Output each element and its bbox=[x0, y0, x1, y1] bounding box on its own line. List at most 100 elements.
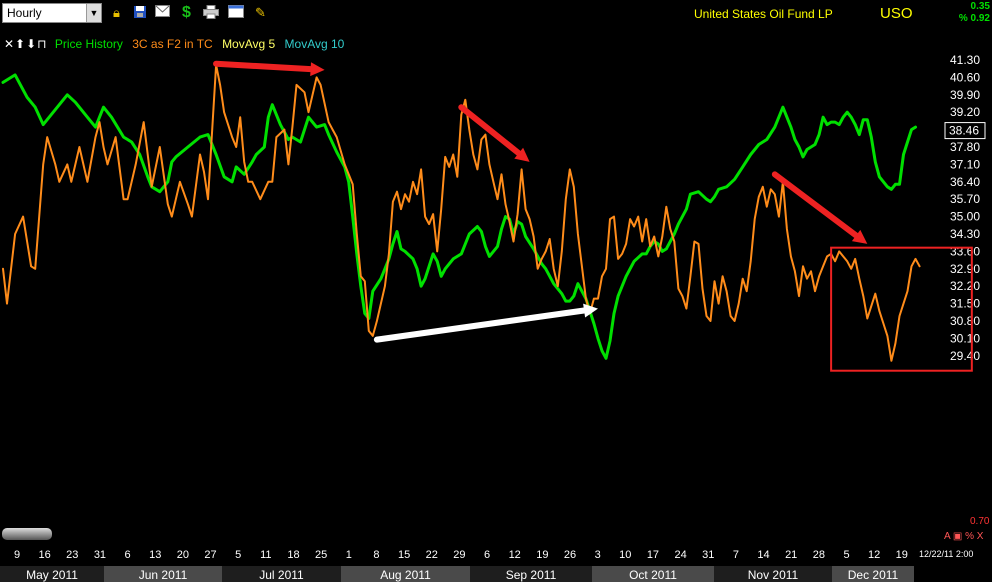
y-tick-label: 35.70 bbox=[950, 192, 980, 206]
x-tick-label: 22 bbox=[426, 549, 438, 561]
corner-control-icons: A ▣ % X bbox=[944, 531, 984, 542]
y-tick-label: 36.40 bbox=[950, 175, 980, 189]
price-history-line bbox=[1, 73, 917, 360]
pencil-icon[interactable]: ✎ bbox=[255, 5, 266, 20]
red-arrow-shaft bbox=[458, 104, 522, 157]
legend-movavg-5[interactable]: MovAvg 5 bbox=[222, 37, 276, 51]
chart-legend: ✕⬆⬇⊓ Price History 3C as F2 in TC MovAvg… bbox=[4, 37, 350, 51]
y-tick-label: 34.30 bbox=[950, 227, 980, 241]
y-tick-label: 31.50 bbox=[950, 297, 980, 311]
x-tick-label: 5 bbox=[843, 549, 849, 561]
x-tick-label: 15 bbox=[398, 549, 410, 561]
month-band bbox=[592, 566, 714, 582]
x-tick-label: 9 bbox=[14, 549, 20, 561]
red-arrow-head bbox=[851, 229, 868, 244]
chart-background bbox=[0, 30, 992, 582]
y-tick-label: 32.20 bbox=[950, 279, 980, 293]
x-tick-label: 12 bbox=[868, 549, 880, 561]
x-tick-label: 6 bbox=[125, 549, 131, 561]
month-band bbox=[222, 566, 341, 582]
white-arrow-head bbox=[583, 303, 598, 318]
dollar-icon[interactable]: $ bbox=[182, 4, 191, 21]
month-label: Sep 2011 bbox=[506, 568, 557, 582]
scroll-handle[interactable] bbox=[2, 528, 52, 540]
symbol-name: United States Oil Fund LP bbox=[694, 7, 833, 21]
red-arrow-shaft bbox=[213, 60, 314, 73]
x-tick-label: 24 bbox=[674, 549, 686, 561]
x-tick-label: 31 bbox=[94, 549, 106, 561]
red-arrow-head bbox=[514, 147, 530, 162]
indicator-3c-line bbox=[2, 64, 921, 362]
month-band bbox=[0, 566, 104, 582]
x-tick-label: 26 bbox=[564, 549, 576, 561]
x-tick-label: 10 bbox=[619, 549, 631, 561]
x-tick-label: 19 bbox=[536, 549, 548, 561]
x-tick-label: 28 bbox=[813, 549, 825, 561]
month-band bbox=[104, 566, 222, 582]
annotations bbox=[213, 60, 973, 372]
y-tick-label: 39.90 bbox=[950, 88, 980, 102]
red-arrow-head bbox=[310, 62, 325, 77]
legend-3c-indicator[interactable]: 3C as F2 in TC bbox=[132, 37, 213, 51]
price-axis: 41.3040.6039.9039.2038.5037.8037.1036.40… bbox=[950, 53, 980, 363]
lock-icon[interactable]: 🔒︎ bbox=[113, 5, 120, 20]
last-price-box bbox=[944, 122, 986, 140]
x-tick-label: 17 bbox=[647, 549, 659, 561]
x-tick-label: 27 bbox=[204, 549, 216, 561]
y-tick-label: 30.80 bbox=[950, 314, 980, 328]
x-tick-label: 11 bbox=[260, 549, 271, 561]
legend-movavg-10[interactable]: MovAvg 10 bbox=[284, 37, 345, 51]
x-tick-label: 18 bbox=[287, 549, 299, 561]
last-price-label: 38.46 bbox=[949, 124, 979, 138]
timestamp-label: 12/22/11 2:00 bbox=[919, 549, 973, 559]
month-band bbox=[832, 566, 914, 582]
x-tick-label: 23 bbox=[66, 549, 78, 561]
x-axis-days: 9 16 23 31 6 13 20 27 5 11 18 25 1 8 15 22 29 6 12 19 26 3 10 1… bbox=[14, 549, 908, 561]
y-tick-label: 40.60 bbox=[950, 70, 980, 84]
x-tick-label: 31 bbox=[702, 549, 714, 561]
ticker-symbol: USO bbox=[880, 5, 913, 22]
x-tick-label: 19 bbox=[896, 549, 908, 561]
x-tick-label: 7 bbox=[733, 549, 739, 561]
timeframe-label: Hourly bbox=[7, 6, 42, 20]
legend-price-history[interactable]: Price History bbox=[54, 37, 123, 51]
chevron-down-icon[interactable]: ▼ bbox=[86, 4, 101, 22]
month-label: Aug 2011 bbox=[380, 568, 431, 582]
month-label: May 2011 bbox=[26, 568, 78, 582]
month-label: Oct 2011 bbox=[629, 568, 677, 582]
mail-icon[interactable] bbox=[154, 5, 171, 21]
window-icon[interactable] bbox=[227, 5, 244, 21]
x-tick-label: 13 bbox=[149, 549, 161, 561]
print-icon[interactable] bbox=[202, 5, 219, 21]
x-tick-label: 12 bbox=[509, 549, 521, 561]
month-band bbox=[714, 566, 832, 582]
price-change-percent: % 0.92 bbox=[958, 13, 990, 24]
y-tick-label: 37.10 bbox=[950, 157, 980, 171]
month-band bbox=[470, 566, 592, 582]
y-tick-label: 33.60 bbox=[950, 244, 980, 258]
x-tick-label: 25 bbox=[315, 549, 327, 561]
y-tick-label: 32.90 bbox=[950, 262, 980, 276]
save-icon[interactable] bbox=[131, 5, 148, 21]
month-label: Jun 2011 bbox=[139, 568, 188, 582]
x-tick-label: 6 bbox=[484, 549, 490, 561]
price-change: 0.35 bbox=[970, 1, 990, 12]
timeframe-select[interactable]: Hourly ▼ bbox=[2, 3, 102, 23]
x-tick-label: 1 bbox=[346, 549, 352, 561]
x-tick-label: 8 bbox=[373, 549, 379, 561]
y-tick-label: 35.00 bbox=[950, 210, 980, 224]
highlight-box bbox=[830, 246, 973, 372]
red-arrow-shaft bbox=[771, 171, 860, 239]
legend-control-icons[interactable]: ✕⬆⬇⊓ bbox=[4, 37, 48, 51]
toolbar: Hourly ▼ 🔒︎ $ ✎ United States Oil Fund L… bbox=[0, 0, 992, 30]
x-tick-label: 3 bbox=[595, 549, 601, 561]
month-band bbox=[341, 566, 470, 582]
x-tick-label: 16 bbox=[39, 549, 51, 561]
y-tick-label: 41.30 bbox=[950, 53, 980, 67]
y-tick-label: 30.10 bbox=[950, 331, 980, 345]
x-tick-label: 5 bbox=[235, 549, 241, 561]
x-tick-label: 21 bbox=[785, 549, 797, 561]
month-label: Jul 2011 bbox=[259, 568, 304, 582]
x-tick-label: 14 bbox=[757, 549, 769, 561]
